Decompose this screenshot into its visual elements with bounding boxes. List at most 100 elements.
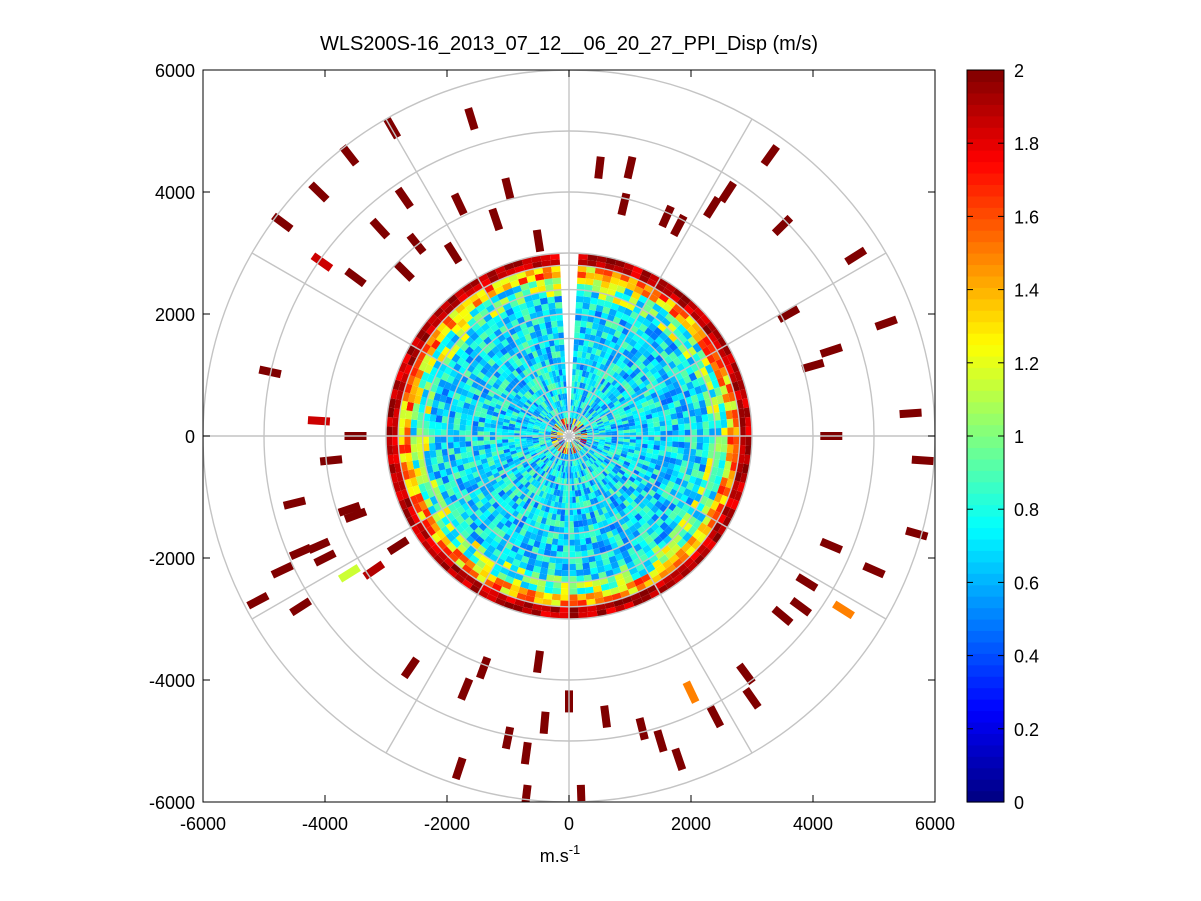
- data-cell: [586, 346, 593, 354]
- data-point: [600, 705, 611, 729]
- data-cell: [671, 394, 680, 403]
- data-cell: [512, 469, 520, 476]
- data-cell: [727, 436, 734, 445]
- data-cell: [648, 308, 659, 318]
- data-cell: [646, 345, 656, 354]
- data-cell: [418, 361, 428, 372]
- data-cell: [475, 535, 485, 545]
- data-cell: [468, 404, 477, 411]
- data-cell: [618, 279, 628, 288]
- data-cell: [502, 580, 513, 590]
- data-cell: [717, 336, 728, 348]
- data-cell: [650, 522, 660, 532]
- data-cell: [533, 501, 540, 509]
- data-cell: [638, 454, 646, 461]
- data-cell: [607, 413, 614, 419]
- data-cell: [554, 415, 559, 422]
- data-cell: [608, 327, 617, 336]
- data-cell: [533, 410, 540, 417]
- data-cell: [663, 409, 671, 416]
- data-cell: [572, 466, 575, 473]
- data-cell: [548, 412, 554, 418]
- data-cell: [553, 442, 560, 447]
- data-cell: [577, 458, 582, 465]
- data-cell: [508, 432, 515, 436]
- data-cell: [576, 483, 581, 491]
- data-cell: [554, 382, 559, 389]
- data-cell: [571, 484, 575, 491]
- data-cell: [474, 354, 483, 364]
- data-cell: [526, 439, 533, 443]
- data-cell: [564, 424, 567, 431]
- data-cell: [465, 559, 476, 570]
- data-cell: [456, 505, 466, 515]
- data-cell: [437, 401, 446, 410]
- data-cell: [647, 540, 658, 550]
- data-cell: [667, 462, 676, 470]
- data-cell: [547, 453, 553, 459]
- data-cell: [553, 450, 559, 456]
- data-cell: [577, 605, 588, 613]
- data-cell: [587, 254, 598, 262]
- data-cell: [521, 395, 529, 402]
- data-cell: [682, 512, 692, 523]
- data-cell: [478, 449, 486, 455]
- data-cell: [599, 439, 606, 442]
- data-cell: [694, 408, 702, 416]
- data-cell: [523, 451, 530, 456]
- data-cell: [537, 460, 544, 467]
- data-cell: [418, 404, 426, 414]
- colorbar-step: [967, 321, 1004, 334]
- data-cell: [525, 474, 533, 482]
- x-axis-label: m.s-1: [540, 842, 581, 866]
- data-cell: [597, 508, 604, 516]
- data-cell: [638, 539, 648, 549]
- data-cell: [543, 465, 550, 472]
- data-cell: [629, 371, 637, 379]
- data-cell: [559, 452, 563, 459]
- data-cell: [692, 529, 703, 540]
- data-cell: [464, 468, 473, 476]
- data-cell: [576, 421, 582, 427]
- data-cell: [504, 343, 513, 353]
- data-cell: [695, 449, 703, 457]
- data-cell: [695, 317, 707, 329]
- data-cell: [588, 340, 595, 348]
- azimuth-spoke: [568, 435, 753, 754]
- data-cell: [582, 469, 587, 476]
- data-cell: [569, 594, 578, 601]
- data-cell: [633, 521, 642, 530]
- data-cell: [669, 407, 677, 415]
- y-tick-label: -4000: [149, 671, 195, 691]
- data-cell: [717, 485, 726, 495]
- data-cell: [590, 445, 597, 450]
- data-cell: [598, 426, 605, 430]
- data-cell: [537, 548, 545, 556]
- data-cell: [601, 331, 609, 340]
- data-cell: [706, 457, 714, 467]
- data-cell: [668, 520, 678, 530]
- data-cell: [625, 412, 633, 418]
- data-cell: [649, 331, 659, 341]
- data-cell: [526, 427, 534, 431]
- data-cell: [714, 387, 723, 397]
- data-cell: [603, 447, 610, 452]
- data-cell: [616, 446, 623, 451]
- data-cell: [658, 530, 669, 541]
- data-cell: [531, 255, 542, 263]
- data-cell: [510, 450, 517, 455]
- data-cell: [535, 329, 543, 338]
- data-cell: [526, 466, 533, 473]
- data-cell: [539, 441, 546, 444]
- data-cell: [494, 577, 505, 587]
- data-cell: [538, 461, 545, 468]
- data-cell: [552, 449, 558, 455]
- data-cell: [558, 445, 563, 452]
- data-cell: [581, 351, 587, 359]
- data-cell: [553, 501, 559, 509]
- data-cell: [541, 422, 548, 427]
- data-cell: [415, 532, 426, 544]
- data-cell: [666, 441, 673, 447]
- colorbar-step: [967, 538, 1004, 551]
- data-cell: [608, 282, 618, 291]
